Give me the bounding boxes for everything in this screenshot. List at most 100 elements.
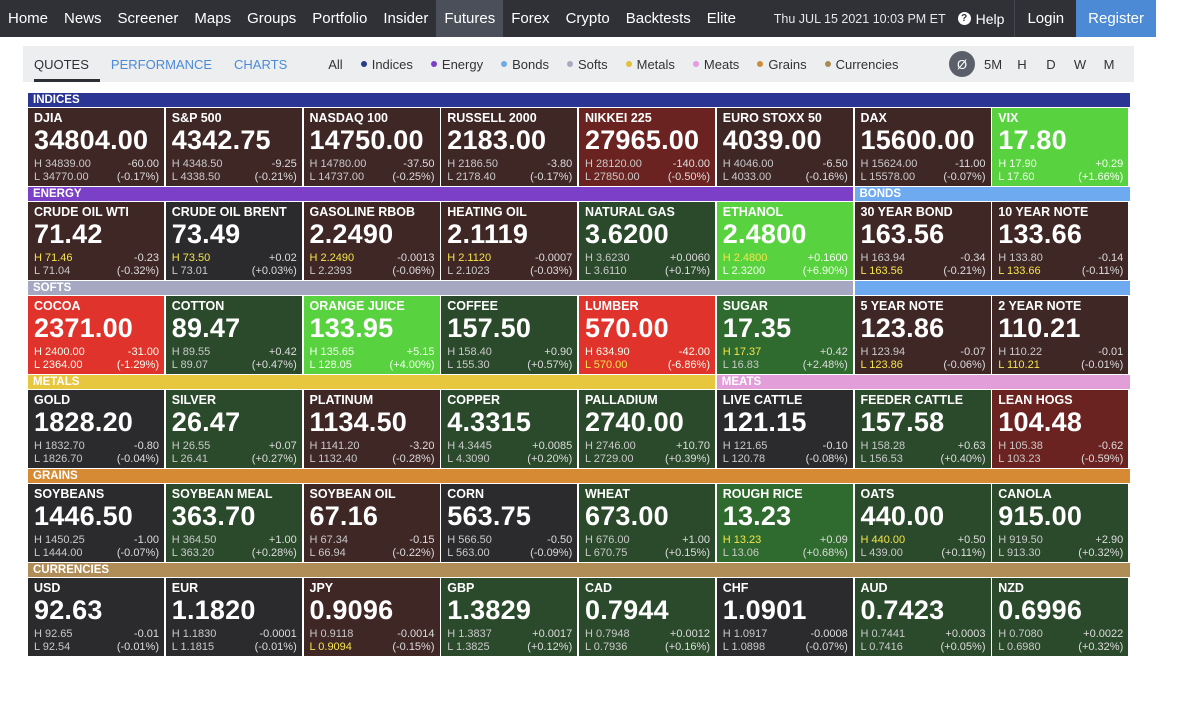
quote-tile-nasdaq-100[interactable]: NASDAQ 100 14750.00 H 14780.00 L 14737.00 -3…	[303, 108, 440, 186]
timeframe-5m-button[interactable]: 5M	[983, 56, 1003, 72]
quote-tile-copper[interactable]: COPPER 4.3315 H 4.3445 L 4.3090 +0.0085 (+0.2…	[441, 390, 578, 468]
session-low: L 913.30	[998, 547, 1041, 559]
timeframe-none-button[interactable]: Ø	[949, 51, 975, 77]
tab-performance[interactable]: PERFORMANCE	[110, 56, 213, 72]
percent-change: (-0.21%)	[943, 265, 986, 277]
tab-charts[interactable]: CHARTS	[234, 56, 288, 72]
nav-item-forex[interactable]: Forex	[511, 10, 550, 27]
filter-currencies[interactable]: Currencies	[824, 57, 898, 72]
filter-grains[interactable]: Grains	[757, 57, 807, 72]
quote-tile-crude-oil-wti[interactable]: CRUDE OIL WTI 71.42 H 71.46 L 71.04 -0.23 (-0…	[28, 202, 164, 280]
session-high: H 676.00	[585, 534, 630, 546]
quote-tile-5-year-note[interactable]: 5 YEAR NOTE 123.86 H 123.94 L 123.86 -0.07 (-…	[854, 296, 991, 374]
quote-tile-cotton[interactable]: COTTON 89.47 H 89.55 L 89.07 +0.42 (+0.47%)	[165, 296, 302, 374]
quote-tile-lean-hogs[interactable]: LEAN HOGS 104.48 H 105.38 L 103.23 -0.62 (-0.…	[992, 390, 1129, 468]
quote-tile-30-year-bond[interactable]: 30 YEAR BOND 163.56 H 163.94 L 163.56 -0.34(…	[854, 202, 991, 280]
quote-tile-nikkei-225[interactable]: NIKKEI 225 27965.00 H 28120.00 L 27850.00 -1…	[579, 108, 715, 186]
quote-tile-rough-rice[interactable]: ROUGH RICE 13.23 H 13.23 L 13.06 +0.09 (+0.68…	[716, 484, 853, 562]
quote-tile-orange-juice[interactable]: ORANGE JUICE 133.95 H 135.65 L 128.05 +5.15(…	[303, 296, 440, 374]
quote-tile-natural-gas[interactable]: NATURAL GAS 3.6200 H 3.6230 L 3.6110 +0.0060…	[579, 202, 715, 280]
quote-tile-russell-2000[interactable]: RUSSELL 2000 2183.00 H 2186.50 L 2178.40 -3.…	[441, 108, 578, 186]
quote-tile-jpy[interactable]: JPY 0.9096 H 0.9118 L 0.9094 -0.0014 (-0.15%)	[303, 578, 440, 656]
timeframe-d-button[interactable]: D	[1046, 56, 1056, 72]
quote-tile-live-cattle[interactable]: LIVE CATTLE 121.15 H 121.65 L 120.78 -0.10 (-…	[716, 390, 853, 468]
nav-item-maps[interactable]: Maps	[194, 10, 232, 27]
filter-bonds[interactable]: Bonds	[501, 57, 549, 72]
session-low: L 570.00	[585, 359, 628, 371]
filter-energy[interactable]: Energy	[430, 57, 483, 72]
nav-item-backtests[interactable]: Backtests	[625, 10, 691, 27]
quote-tile-wheat[interactable]: WHEAT 673.00 H 676.00 L 670.75 +1.00 (+0.15%)	[579, 484, 715, 562]
help-link[interactable]: ? Help	[954, 0, 1015, 37]
quote-tile-cocoa[interactable]: COCOA 2371.00 H 2400.00 L 2364.00 -31.00 (-1.…	[28, 296, 164, 374]
register-button[interactable]: Register	[1076, 0, 1156, 37]
quote-tile-soybean-meal[interactable]: SOYBEAN MEAL 363.70 H 364.50 L 363.20 +1.00(…	[165, 484, 302, 562]
quote-tile-lumber[interactable]: LUMBER 570.00 H 634.90 L 570.00 -42.00 (-6.86…	[579, 296, 715, 374]
category-header-metals: METALS	[28, 375, 715, 389]
quote-tile-crude-oil-brent[interactable]: CRUDE OIL BRENT 73.49 H 73.50 L 73.01 +0.02(…	[165, 202, 302, 280]
quote-tile-sandp-500[interactable]: S&P 500 4342.75 H 4348.50 L 4338.50 -9.25 (-0…	[165, 108, 302, 186]
filter-metals[interactable]: Metals	[625, 57, 675, 72]
instrument-name: COCOA	[34, 299, 81, 313]
quote-tile-silver[interactable]: SILVER 26.47 H 26.55 L 26.41 +0.07 (+0.27%)	[165, 390, 302, 468]
nav-item-crypto[interactable]: Crypto	[565, 10, 610, 27]
quote-tile-chf[interactable]: CHF 1.0901 H 1.0917 L 1.0898 -0.0008 (-0.07%)	[716, 578, 853, 656]
percent-change: (-0.32%)	[116, 265, 159, 277]
filter-meats[interactable]: Meats	[692, 57, 739, 72]
quote-tile-euro-stoxx-50[interactable]: EURO STOXX 50 4039.00 H 4046.00 L 4033.00 -6…	[716, 108, 853, 186]
category-header-row: INDICES	[28, 93, 1130, 107]
filter-indices[interactable]: Indices	[360, 57, 413, 72]
timeframe-h-button[interactable]: H	[1017, 56, 1027, 72]
last-price: 4342.75	[171, 125, 271, 155]
tab-quotes[interactable]: QUOTES	[23, 46, 100, 82]
quote-tile-coffee[interactable]: COFFEE 157.50 H 158.40 L 155.30 +0.90 (+0.57%…	[441, 296, 578, 374]
quote-tile-eur[interactable]: EUR 1.1820 H 1.1830 L 1.1815 -0.0001 (-0.01%)	[165, 578, 302, 656]
instrument-name: SOYBEANS	[34, 487, 105, 501]
quote-tile-soybean-oil[interactable]: SOYBEAN OIL 67.16 H 67.34 L 66.94 -0.15 (-0.2…	[303, 484, 440, 562]
quote-tile-aud[interactable]: AUD 0.7423 H 0.7441 L 0.7416 +0.0003 (+0.05%)	[854, 578, 991, 656]
filter-all[interactable]: All	[328, 57, 342, 72]
quote-tile-cad[interactable]: CAD 0.7944 H 0.7948 L 0.7936 +0.0012 (+0.16%)	[579, 578, 715, 656]
quote-tile-2-year-note[interactable]: 2 YEAR NOTE 110.21 H 110.22 L 110.21 -0.01 (-…	[992, 296, 1129, 374]
nav-item-screener[interactable]: Screener	[117, 10, 179, 27]
quote-tile-gasoline-rbob[interactable]: GASOLINE RBOB 2.2490 H 2.2490 L 2.2393 -0.00…	[303, 202, 440, 280]
nav-item-futures[interactable]: Futures	[436, 0, 504, 37]
quote-tile-feeder-cattle[interactable]: FEEDER CATTLE 157.58 H 158.28 L 156.53 +0.63…	[854, 390, 991, 468]
quote-tile-djia[interactable]: DJIA 34804.00 H 34839.00 L 34770.00 -60.00 (-…	[28, 108, 164, 186]
nav-item-insider[interactable]: Insider	[383, 10, 429, 27]
currencies-dot-icon	[824, 61, 831, 67]
login-button[interactable]: Login	[1014, 0, 1076, 37]
quote-tile-gold[interactable]: GOLD 1828.20 H 1832.70 L 1826.70 -0.80 (-0.04…	[28, 390, 164, 468]
nav-item-portfolio[interactable]: Portfolio	[312, 10, 368, 27]
quote-tile-palladium[interactable]: PALLADIUM 2740.00 H 2746.00 L 2729.00 +10.70…	[579, 390, 715, 468]
session-low: L 110.21	[998, 359, 1040, 371]
nav-item-home[interactable]: Home	[8, 10, 49, 27]
timeframe-w-button[interactable]: W	[1073, 56, 1087, 72]
quote-tile-gbp[interactable]: GBP 1.3829 H 1.3837 L 1.3825 +0.0017 (+0.12%)	[441, 578, 578, 656]
price-change: -0.0014	[397, 628, 435, 640]
percent-change: (-6.86%)	[667, 359, 710, 371]
filter-softs[interactable]: Softs	[566, 57, 608, 72]
session-high: H 123.94	[860, 346, 906, 358]
session-low: L 2364.00	[34, 359, 83, 371]
quote-tile-usd[interactable]: USD 92.63 H 92.65 L 92.54 -0.01 (-0.01%)	[28, 578, 164, 656]
quote-tile-nzd[interactable]: NZD 0.6996 H 0.7080 L 0.6980 +0.0022 (+0.32%)	[992, 578, 1129, 656]
quote-tile-sugar[interactable]: SUGAR 17.35 H 17.37 L 16.83 +0.42 (+2.48%)	[716, 296, 853, 374]
nav-item-elite[interactable]: Elite	[706, 10, 736, 27]
timeframe-m-button[interactable]: M	[1103, 56, 1115, 72]
nav-item-groups[interactable]: Groups	[247, 10, 297, 27]
quote-tile-ethanol[interactable]: ETHANOL 2.4800 H 2.4800 L 2.3200 +0.1600 (+6.…	[716, 202, 853, 280]
nav-item-news[interactable]: News	[64, 10, 102, 27]
quote-tile-soybeans[interactable]: SOYBEANS 1446.50 H 1450.25 L 1444.00 -1.00 (-…	[28, 484, 164, 562]
category-header-softs: SOFTS	[28, 281, 853, 295]
quote-tile-vix[interactable]: VIX 17.80 H 17.90 L 17.60 +0.29 (+1.66%)	[992, 108, 1129, 186]
quote-tile-corn[interactable]: CORN 563.75 H 566.50 L 563.00 -0.50 (-0.09%)	[441, 484, 578, 562]
quote-tile-10-year-note[interactable]: 10 YEAR NOTE 133.66 H 133.80 L 133.66 -0.14(…	[992, 202, 1129, 280]
quote-tile-dax[interactable]: DAX 15600.00 H 15624.00 L 15578.00 -11.00 (-0…	[854, 108, 991, 186]
price-change: +0.0085	[532, 440, 573, 452]
quote-tile-heating-oil[interactable]: HEATING OIL 2.1119 H 2.1120 L 2.1023 -0.0007…	[441, 202, 578, 280]
quote-tile-canola[interactable]: CANOLA 915.00 H 919.50 L 913.30 +2.90 (+0.32%…	[992, 484, 1129, 562]
datetime-label: Thu JUL 15 2021 10:03 PM ET	[773, 11, 946, 26]
quote-tile-platinum[interactable]: PLATINUM 1134.50 H 1141.20 L 1132.40 -3.20 (-…	[303, 390, 440, 468]
quote-tile-oats[interactable]: OATS 440.00 H 440.00 L 439.00 +0.50 (+0.11%)	[854, 484, 991, 562]
